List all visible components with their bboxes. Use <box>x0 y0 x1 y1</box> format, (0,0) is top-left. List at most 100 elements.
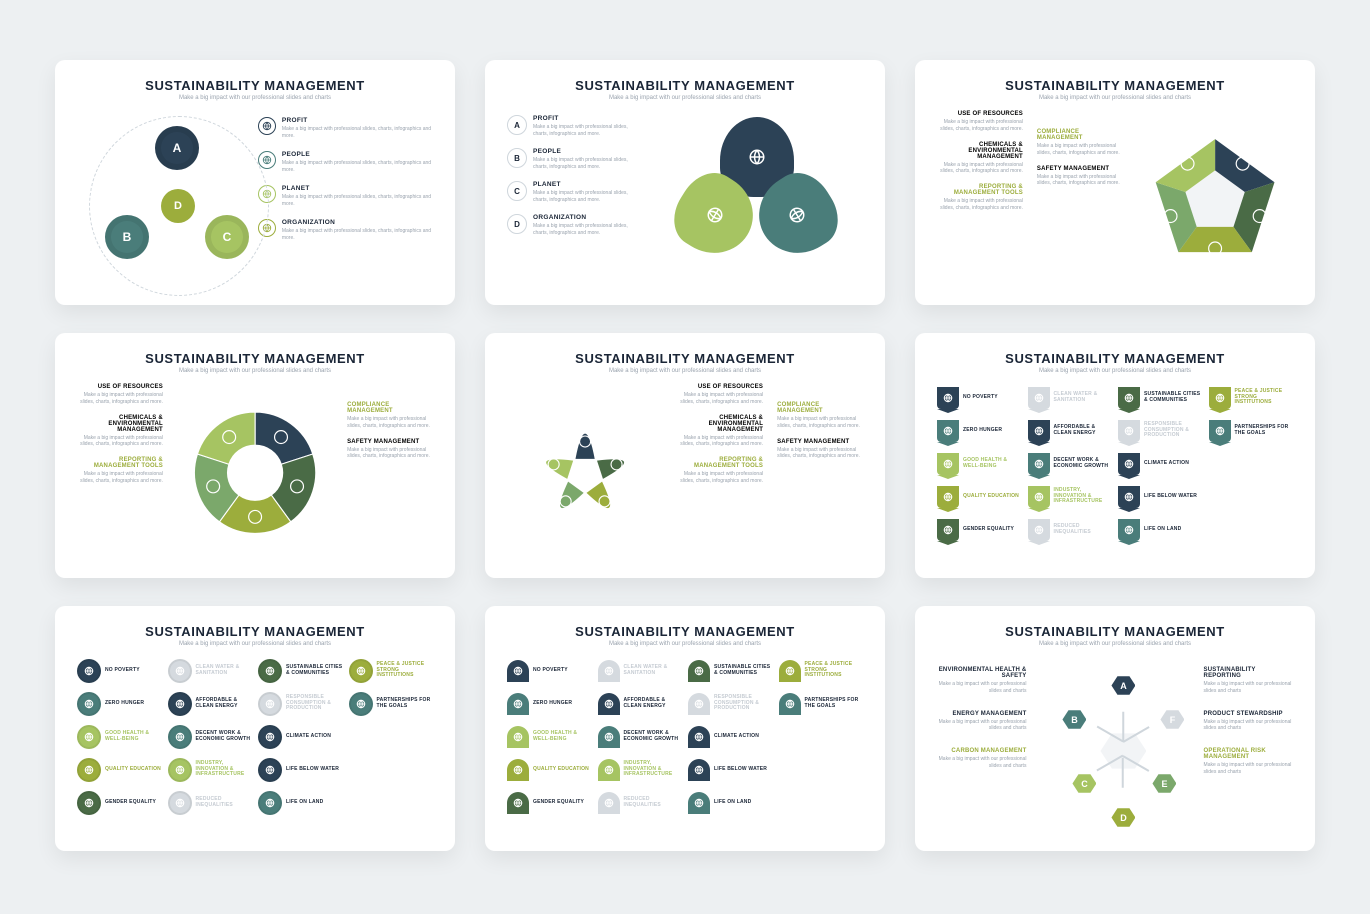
section-label: OPERATIONAL RISK MANAGEMENT <box>1204 748 1293 760</box>
hex-node-E: E <box>1152 773 1176 794</box>
goal-title: LIFE BELOW WATER <box>1144 494 1197 500</box>
section-desc: Make a big impact with our professional … <box>1204 719 1293 733</box>
star-petal <box>560 482 584 508</box>
goal-badge <box>507 693 529 715</box>
info-icon <box>258 117 276 135</box>
goal-item: AFFORDABLE & CLEAN ENERGY <box>168 690 253 717</box>
goal-badge <box>1118 519 1140 541</box>
section-item: SAFETY MANAGEMENTMake a big impact with … <box>1037 166 1123 188</box>
goal-badge <box>77 659 101 683</box>
goal-item: GOOD HEALTH & WELL-BEING <box>77 723 162 750</box>
goal-badge <box>168 659 192 683</box>
left-column: USE OF RESOURCESMake a big impact with p… <box>677 384 763 556</box>
section-label: USE OF RESOURCES <box>77 384 163 390</box>
goal-title: PEACE & JUSTICE STRONG INSTITUTIONS <box>377 662 434 679</box>
goal-item: CLIMATE ACTION <box>688 723 773 750</box>
goal-badge <box>598 726 620 748</box>
goal-item: PEACE & JUSTICE STRONG INSTITUTIONS <box>349 657 434 684</box>
goal-item: DECENT WORK & ECONOMIC GROWTH <box>598 723 683 750</box>
slide-7: SUSTAINABILITY MANAGEMENT Make a big imp… <box>55 606 455 851</box>
goal-badge <box>937 486 959 508</box>
card-header: SUSTAINABILITY MANAGEMENT Make a big imp… <box>77 78 433 101</box>
right-column: SUSTAINABILITY REPORTINGMake a big impac… <box>1204 657 1293 829</box>
goal-item: PEACE & JUSTICE STRONG INSTITUTIONS <box>1209 384 1294 411</box>
card-header: SUSTAINABILITY MANAGEMENT Make a big imp… <box>77 624 433 647</box>
goal-title: LIFE BELOW WATER <box>286 767 339 773</box>
info-label: PROFIT <box>282 117 433 124</box>
section-desc: Make a big impact with our professional … <box>937 719 1026 733</box>
goal-item: PARTNERSHIPS FOR THE GOALS <box>1209 417 1294 444</box>
goal-badge <box>1028 420 1050 442</box>
subtitle: Make a big impact with our professional … <box>77 368 433 374</box>
goal-item: NO POVERTY <box>507 657 592 684</box>
info-item: PLANETMake a big impact with professiona… <box>258 185 433 208</box>
section-label: SAFETY MANAGEMENT <box>347 439 433 445</box>
section-item: USE OF RESOURCESMake a big impact with p… <box>937 111 1023 133</box>
pentagon-svg <box>1137 111 1293 283</box>
section-item: COMPLIANCE MANAGEMENTMake a big impact w… <box>777 402 863 430</box>
goal-item: SUSTAINABLE CITIES & COMMUNITIES <box>1118 384 1203 411</box>
goal-badge <box>1028 453 1050 475</box>
info-desc: Make a big impact with professional slid… <box>533 124 644 138</box>
star-petal <box>575 434 594 459</box>
card-header: SUSTAINABILITY MANAGEMENT Make a big imp… <box>77 351 433 374</box>
card-header: SUSTAINABILITY MANAGEMENT Make a big imp… <box>937 624 1293 647</box>
goal-badge <box>1118 453 1140 475</box>
goal-title: SUSTAINABLE CITIES & COMMUNITIES <box>286 665 343 677</box>
info-icon <box>258 151 276 169</box>
goal-title: ZERO HUNGER <box>533 701 572 707</box>
card-header: SUSTAINABILITY MANAGEMENT Make a big imp… <box>937 78 1293 101</box>
star-diagram <box>507 384 663 556</box>
section-desc: Make a big impact with professional slid… <box>937 119 1023 133</box>
section-label: CHEMICALS & ENVIRONMENTAL MANAGEMENT <box>77 415 163 433</box>
goal-title: GOOD HEALTH & WELL-BEING <box>963 458 1022 470</box>
goal-item: REDUCED INEQUALITIES <box>168 789 253 816</box>
goal-badge <box>937 420 959 442</box>
donut-diagram <box>177 384 333 556</box>
goal-badge <box>507 792 529 814</box>
info-label: PLANET <box>533 181 644 188</box>
star-petal <box>587 482 611 508</box>
subtitle: Make a big impact with our professional … <box>507 368 863 374</box>
hex-node-C: C <box>1072 773 1096 794</box>
goal-item: LIFE BELOW WATER <box>688 756 773 783</box>
goal-title: LIFE ON LAND <box>1144 527 1181 533</box>
section-desc: Make a big impact with professional slid… <box>1037 174 1123 188</box>
goal-badge <box>168 791 192 815</box>
section-desc: Make a big impact with professional slid… <box>677 435 763 449</box>
info-item: ORGANIZATIONMake a big impact with profe… <box>258 219 433 242</box>
section-label: COMPLIANCE MANAGEMENT <box>1037 129 1123 141</box>
goal-title: CLEAN WATER & SANITATION <box>196 665 253 677</box>
goals-grid: NO POVERTYCLEAN WATER & SANITATIONSUSTAI… <box>937 384 1293 556</box>
goal-badge <box>1209 420 1231 442</box>
hex-node-D: D <box>1111 807 1135 828</box>
title: SUSTAINABILITY MANAGEMENT <box>507 351 863 366</box>
slide-8: SUSTAINABILITY MANAGEMENT Make a big imp… <box>485 606 885 851</box>
goal-title: NO POVERTY <box>105 668 140 674</box>
slide-1: SUSTAINABILITY MANAGEMENT Make a big imp… <box>55 60 455 305</box>
goal-badge <box>168 725 192 749</box>
goal-item: LIFE ON LAND <box>258 789 343 816</box>
goal-item: LIFE BELOW WATER <box>1118 483 1203 510</box>
pentagon-diagram <box>1137 111 1293 283</box>
goal-badge <box>168 692 192 716</box>
goal-badge <box>937 387 959 409</box>
goal-badge <box>688 726 710 748</box>
section-item: COMPLIANCE MANAGEMENTMake a big impact w… <box>1037 129 1123 157</box>
goal-title: SUSTAINABLE CITIES & COMMUNITIES <box>1144 392 1203 404</box>
goal-title: REDUCED INEQUALITIES <box>624 797 683 809</box>
slide-6: SUSTAINABILITY MANAGEMENT Make a big imp… <box>915 333 1315 578</box>
goal-item: SUSTAINABLE CITIES & COMMUNITIES <box>258 657 343 684</box>
goal-item: GENDER EQUALITY <box>77 789 162 816</box>
goal-item: NO POVERTY <box>77 657 162 684</box>
goal-item: LIFE BELOW WATER <box>258 756 343 783</box>
goal-title: RESPONSIBLE CONSUMPTION & PRODUCTION <box>286 695 343 712</box>
goal-badge <box>1028 387 1050 409</box>
section-desc: Make a big impact with professional slid… <box>347 416 433 430</box>
letter-badge: C <box>507 181 527 201</box>
card-header: SUSTAINABILITY MANAGEMENT Make a big imp… <box>507 78 863 101</box>
section-item: PRODUCT STEWARDSHIPMake a big impact wit… <box>1204 711 1293 733</box>
goal-title: DECENT WORK & ECONOMIC GROWTH <box>624 731 683 743</box>
info-text: PLANETMake a big impact with professiona… <box>533 181 644 204</box>
goal-item: PARTNERSHIPS FOR THE GOALS <box>349 690 434 717</box>
